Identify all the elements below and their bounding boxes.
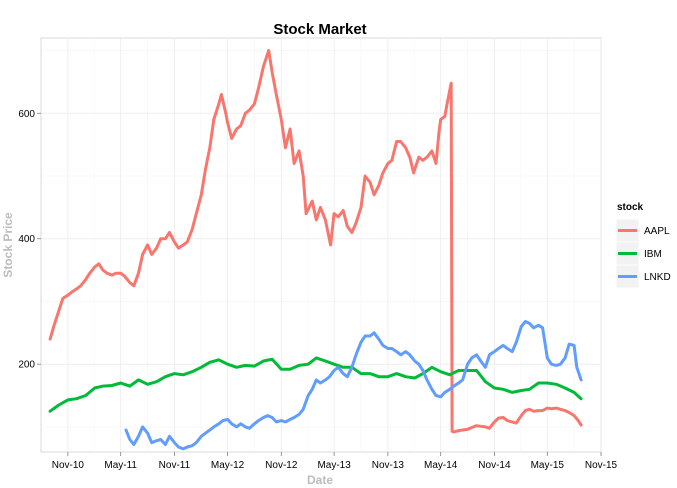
x-tick-label: Nov-13 (372, 460, 405, 471)
x-axis-title: Date (307, 473, 333, 487)
x-tick-label: Nov-14 (478, 460, 511, 471)
x-tick-label: May-14 (424, 460, 458, 471)
x-tick-label: Nov-11 (159, 460, 191, 471)
x-tick-label: May-12 (211, 460, 245, 471)
legend-label-lnkd: LNKD (644, 272, 671, 283)
y-tick-label: 200 (18, 360, 35, 371)
x-tick-label: Nov-12 (265, 460, 298, 471)
major-gridlines (41, 38, 602, 452)
x-tick-label: May-15 (531, 460, 565, 471)
y-tick-label: 600 (18, 109, 35, 120)
x-tick-label: Nov-15 (585, 460, 618, 471)
chart-title: Stock Market (273, 21, 366, 38)
legend-label-aapl: AAPL (644, 226, 670, 237)
series-line-aapl (48, 49, 583, 434)
series-lines (48, 49, 583, 451)
series-line-ibm (48, 356, 583, 413)
series-line-lnkd (124, 320, 583, 451)
legend-title: stock (617, 202, 644, 213)
legend-label-ibm: IBM (644, 249, 662, 260)
x-axis: Nov-10 May-11 Nov-11 May-12 Nov-12 May-13 Nov-… (52, 452, 618, 471)
minor-gridlines (41, 38, 601, 452)
x-tick-label: May-11 (104, 460, 137, 471)
x-tick-label: Nov-10 (52, 460, 85, 471)
y-axis-title: Stock Price (1, 212, 15, 278)
y-axis: 200 400 600 (18, 109, 41, 371)
x-tick-label: May-13 (317, 460, 351, 471)
legend: stock AAPL IBM LNKD (615, 202, 671, 289)
y-tick-label: 400 (18, 234, 35, 245)
